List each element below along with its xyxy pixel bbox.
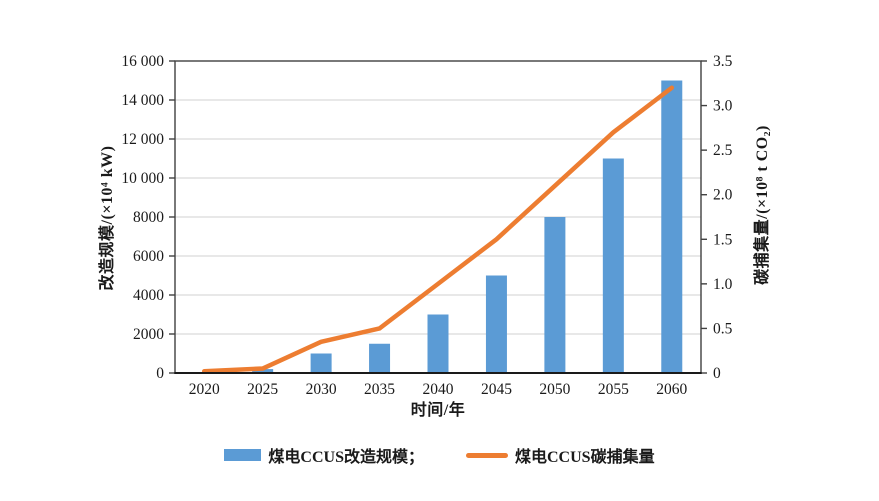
legend-label-bar: 煤电CCUS改造规模；	[268, 449, 424, 466]
left-axis-title: 改造规模/(×10⁴ kW)	[99, 145, 116, 291]
bar	[369, 343, 391, 373]
left-axis-tick-label: 14 000	[121, 92, 164, 109]
bar	[485, 275, 507, 373]
right-axis-tick-label: 1.5	[713, 231, 733, 248]
x-axis-tick-label: 2045	[481, 381, 512, 398]
legend: 煤电CCUS改造规模； 煤电CCUS碳捕集量	[0, 443, 879, 467]
x-axis-tick-label: 2040	[423, 381, 454, 398]
x-axis-tick-label: 2055	[598, 381, 629, 398]
bar	[427, 314, 449, 373]
x-axis-tick-label: 2020	[189, 381, 220, 398]
right-axis-tick-label: 3.0	[713, 98, 733, 115]
legend-item-line: 煤电CCUS碳捕集量	[466, 443, 655, 467]
x-axis-tick-label: 2030	[306, 381, 337, 398]
left-axis-tick-label: 16 000	[121, 53, 164, 70]
bar	[544, 217, 566, 373]
legend-line-swatch	[466, 452, 508, 458]
x-axis-tick-label: 2050	[539, 381, 570, 398]
right-axis-tick-label: 1.0	[713, 276, 733, 293]
right-axis-tick-label: 0	[713, 365, 721, 382]
bar	[661, 80, 683, 373]
x-axis-tick-label: 2025	[247, 381, 278, 398]
left-axis-tick-label: 8000	[133, 209, 164, 226]
legend-label-line: 煤电CCUS碳捕集量	[515, 449, 655, 466]
right-axis-title: 碳捕集量/(×10⁸ t CO₂)	[754, 125, 771, 285]
right-axis-tick-label: 2.5	[713, 142, 733, 159]
legend-bar-swatch	[224, 449, 262, 461]
left-axis-tick-label: 10 000	[121, 170, 164, 187]
right-axis-tick-label: 3.5	[713, 53, 733, 70]
bar	[310, 353, 332, 373]
right-axis-tick-label: 2.0	[713, 187, 733, 204]
bar	[602, 158, 624, 373]
left-axis-tick-label: 2000	[133, 326, 164, 343]
left-axis-tick-label: 12 000	[121, 131, 164, 148]
right-axis-tick-label: 0.5	[713, 320, 733, 337]
capture-line	[201, 85, 675, 374]
bar	[252, 369, 274, 373]
left-axis-tick-label: 6000	[133, 248, 164, 265]
left-axis-tick-label: 0	[156, 365, 164, 382]
x-axis-tick-label: 2060	[656, 381, 687, 398]
left-axis-tick-label: 4000	[133, 287, 164, 304]
x-axis-title: 时间/年	[410, 402, 466, 419]
x-axis-tick-label: 2035	[364, 381, 395, 398]
legend-item-bar: 煤电CCUS改造规模；	[224, 443, 424, 467]
